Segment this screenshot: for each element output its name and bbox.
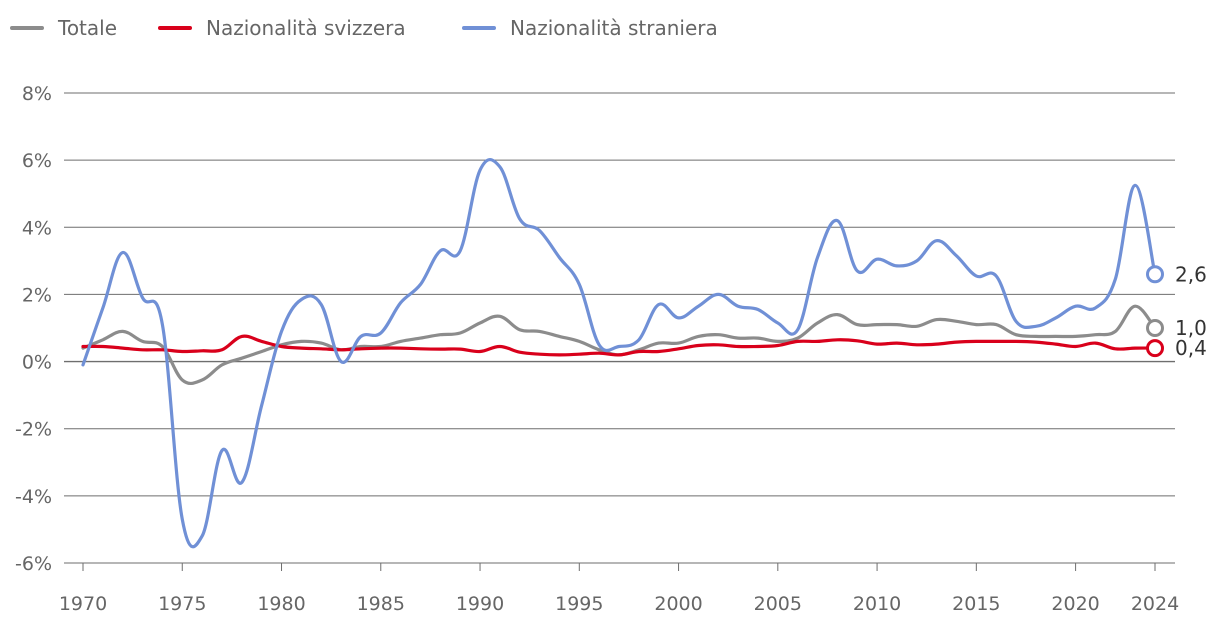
series-line-svizzera bbox=[81, 334, 1157, 357]
end-marker bbox=[1146, 339, 1164, 358]
x-tick-label: 2010 bbox=[853, 593, 901, 615]
y-tick-label: 4% bbox=[22, 217, 52, 239]
series-line-straniera bbox=[81, 158, 1157, 549]
y-tick-label: -2% bbox=[15, 419, 52, 441]
x-tick-label: 1990 bbox=[456, 593, 504, 615]
x-tick-label: 2000 bbox=[654, 593, 702, 615]
end-markers: 1,00,4 2,6 bbox=[1146, 262, 1207, 360]
y-tick-label: 6% bbox=[22, 150, 52, 172]
x-tick-label: 2020 bbox=[1051, 593, 1099, 615]
legend-label: Nazionalità svizzera bbox=[206, 16, 406, 40]
y-axis-ticks: 8% 6% 4% 2% 0% -2% -4% -6% bbox=[15, 83, 52, 575]
gridlines bbox=[64, 92, 1175, 564]
legend-label: Nazionalità straniera bbox=[510, 16, 718, 40]
x-tick-label: 1975 bbox=[158, 593, 206, 615]
end-value-label: 0,4 bbox=[1175, 336, 1207, 360]
y-tick-label: 8% bbox=[22, 83, 52, 105]
y-tick-label: -6% bbox=[15, 553, 52, 575]
series-lines bbox=[81, 158, 1157, 549]
x-axis-ticks: 1970 1975 1980 1985 1990 1995 2000 2005 2010 2015… bbox=[59, 563, 1179, 615]
x-tick-label: 1995 bbox=[555, 593, 603, 615]
x-tick-label: 2024 bbox=[1131, 593, 1179, 615]
end-value-label: 1,0 bbox=[1175, 316, 1207, 340]
x-tick-label: 2005 bbox=[754, 593, 802, 615]
x-tick-label: 1985 bbox=[357, 593, 405, 615]
legend-label: Totale bbox=[57, 16, 117, 40]
y-tick-label: 2% bbox=[22, 284, 52, 306]
y-tick-label: -4% bbox=[15, 486, 52, 508]
x-tick-label: 2015 bbox=[952, 593, 1000, 615]
legend: Totale Nazionalità svizzera Nazionalità st… bbox=[10, 16, 718, 40]
end-value-label: 2,6 bbox=[1175, 262, 1207, 286]
x-tick-label: 1970 bbox=[59, 593, 107, 615]
series-line-totale bbox=[81, 304, 1157, 386]
end-marker bbox=[1146, 319, 1164, 337]
y-tick-label: 0% bbox=[22, 352, 52, 374]
end-marker bbox=[1146, 265, 1164, 284]
x-tick-label: 1980 bbox=[257, 593, 305, 615]
